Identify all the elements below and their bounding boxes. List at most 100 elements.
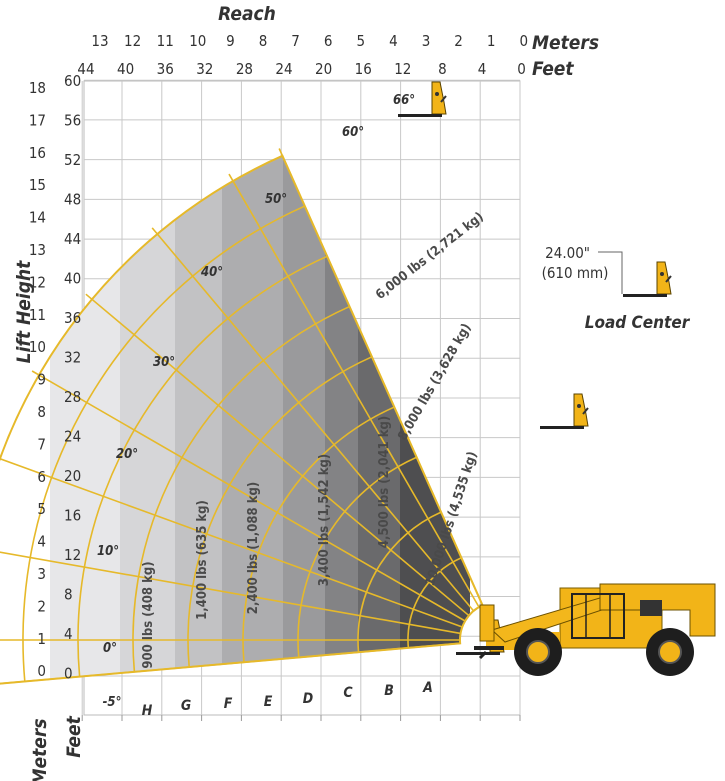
reach-feet-tick: 20: [315, 60, 332, 78]
lift-feet-tick: 36: [64, 309, 81, 327]
fork-lever: [665, 275, 672, 283]
lift-feet-tick: 4: [64, 625, 73, 643]
reach-meters-tick: 3: [422, 32, 431, 50]
lift-meters-tick: 17: [29, 111, 46, 129]
lift-meters-tick: 4: [37, 533, 46, 551]
lift-feet-tick: 20: [64, 467, 81, 485]
reach-meters-tick: 8: [259, 32, 268, 50]
load-center-inches: 24.00": [545, 244, 590, 262]
lift-meters-tick: 10: [29, 338, 46, 356]
reach-feet-tick: 32: [196, 60, 213, 78]
lift-meters-tick: 12: [29, 273, 46, 291]
zone-letter: C: [343, 685, 353, 701]
zone-letter: H: [142, 703, 153, 719]
reach-feet-tick: 24: [275, 60, 292, 78]
reach-feet-tick: 4: [478, 60, 487, 78]
reach-meters-tick: 5: [357, 32, 366, 50]
capacity-label: 900 lbs (408 kg): [141, 561, 156, 668]
lift-feet-tick: 32: [64, 349, 81, 367]
boom-angle-line: [278, 148, 484, 606]
boom-angle-label: 40°: [201, 265, 223, 280]
load-center-bracket: [598, 251, 623, 294]
zone-letters: A B C D E F G H: [142, 680, 433, 719]
extension-arc: [77, 255, 328, 677]
boom-angle-line: [0, 457, 463, 628]
boom-angle-line: [228, 173, 480, 608]
reach-feet-tick: 40: [117, 60, 134, 78]
reach-meters-tick: 2: [454, 32, 463, 50]
reach-meters-tick: 4: [389, 32, 398, 50]
lift-meters-tick: 16: [29, 144, 46, 162]
lift-feet-tick: 60: [64, 72, 81, 90]
zone-letter: G: [181, 698, 191, 714]
axis-ticks: 13 12 11 10 9 8 7 6 5 4 3 2 1 044 40 36 32 28 24 20 16 12 8 4 01…: [29, 32, 528, 683]
zone-letter: F: [224, 696, 233, 712]
capacity-zone: [222, 155, 283, 687]
fork-tine: [456, 652, 500, 655]
load-center-callout: 24.00" (610 mm) Load Center: [542, 244, 691, 333]
lift-feet-tick: 24: [64, 428, 81, 446]
reach-meters-label: Meters: [532, 32, 599, 54]
load-center-mm: (610 mm): [542, 264, 609, 282]
reach-feet-tick: 28: [236, 60, 253, 78]
extension-arc: [357, 511, 442, 653]
extension-arc: [132, 305, 350, 672]
lift-meters-tick: 7: [37, 435, 46, 453]
reach-title: Reach: [218, 3, 276, 25]
fork-pin: [435, 92, 439, 96]
fork-lever: [582, 407, 589, 415]
lift-feet-tick: 0: [64, 665, 73, 683]
envelope-outline: [0, 154, 484, 685]
reach-meters-tick: 11: [157, 32, 174, 50]
lift-feet-tick: 16: [64, 507, 81, 525]
lift-meters-tick: 14: [29, 209, 46, 227]
extension-arc: [22, 205, 306, 682]
lift-meters-tick: 6: [37, 468, 46, 486]
boom-angle-label: 30°: [153, 355, 175, 370]
lift-meters-tick: 15: [29, 176, 46, 194]
capacity-label: 2,400 lbs (1,088 kg): [246, 482, 261, 614]
fork-icons: [398, 81, 672, 655]
fork-icon-load-center: [623, 261, 672, 297]
envelope-lines: [0, 148, 484, 685]
boom-angle-line: [85, 293, 470, 617]
fork-pin: [660, 272, 664, 276]
telehandler-icon: [474, 583, 716, 676]
capacity-zone: [283, 155, 325, 687]
boom-angle-label: 10°: [97, 544, 119, 559]
capacity-label: 3,400 lbs (1,542 kg): [317, 454, 332, 586]
boom-angle-line: [0, 642, 461, 685]
lift-feet-tick: 52: [64, 151, 81, 169]
zone-letter: D: [303, 691, 313, 707]
boom-angle-label: 0°: [103, 641, 117, 656]
boom-angle-line: [0, 551, 461, 635]
reach-feet-tick: 12: [394, 60, 411, 78]
reach-feet-label: Feet: [532, 58, 574, 80]
reach-meters-tick: 9: [226, 32, 235, 50]
lift-feet-tick: 56: [64, 112, 81, 130]
reach-meters-tick: 12: [124, 32, 141, 50]
lift-meters-tick: 2: [37, 597, 46, 615]
reach-meters-tick: 13: [91, 32, 108, 50]
fork-icon-top: [398, 81, 447, 117]
lift-meters-tick: 5: [37, 500, 46, 518]
reach-feet-tick: 44: [77, 60, 94, 78]
reach-meters-tick: 10: [189, 32, 206, 50]
reach-feet-tick: 36: [157, 60, 174, 78]
capacity-label: 1,400 lbs (635 kg): [195, 500, 210, 620]
boom-angle-label: 50°: [265, 192, 287, 207]
boom-angle-label: -5°: [103, 695, 122, 710]
reach-meters-tick: 7: [291, 32, 300, 50]
boom-angle-line: [31, 370, 466, 622]
lift-meters-tick: 8: [37, 403, 46, 421]
lift-feet-tick: 44: [64, 230, 81, 248]
lift-feet-tick: 48: [64, 191, 81, 209]
lift-meters-tick: 9: [37, 371, 46, 389]
reach-feet-tick: 0: [517, 60, 526, 78]
capacity-zone: [175, 155, 222, 687]
lift-meters-tick: 3: [37, 565, 46, 583]
lift-feet-tick: 28: [64, 388, 81, 406]
boom-angle-labels: 66° 60° 50° 40° 30° 20° 10° 0° -5°: [97, 93, 415, 710]
extension-arc: [242, 406, 395, 663]
